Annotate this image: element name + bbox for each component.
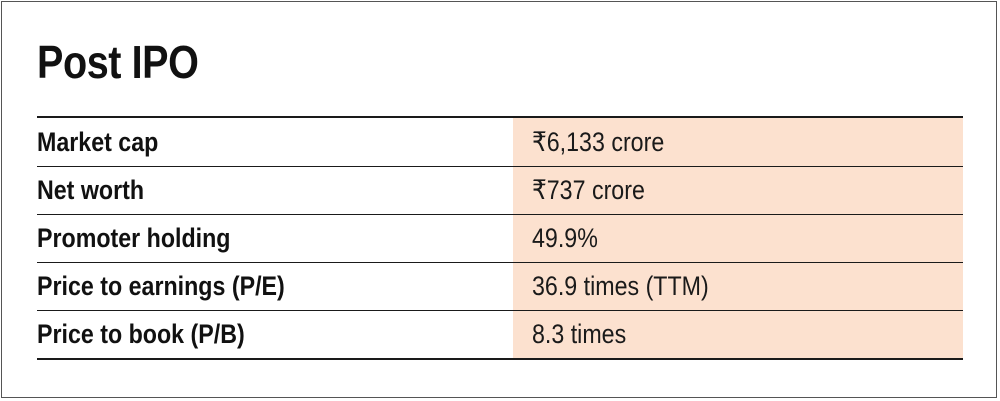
row-label: Price to earnings (P/E) xyxy=(37,271,285,301)
row-label: Price to book (P/B) xyxy=(37,319,245,349)
row-label: Promoter holding xyxy=(37,223,231,253)
row-label: Market cap xyxy=(37,126,159,157)
table-row-promoter-holding: Promoter holding 49.9% xyxy=(37,214,963,262)
table-row-price-to-earnings: Price to earnings (P/E) 36.9 times (TTM) xyxy=(37,262,963,310)
post-ipo-table: Market cap ₹6,133 crore Net worth ₹737 c… xyxy=(37,116,963,360)
row-value: 8.3 times xyxy=(513,311,963,358)
row-value: 36.9 times (TTM) xyxy=(513,263,963,310)
row-label: Net worth xyxy=(37,175,145,205)
table-title: Post IPO xyxy=(37,36,199,88)
row-value: ₹737 crore xyxy=(513,167,963,214)
table-row-market-cap: Market cap ₹6,133 crore xyxy=(37,118,963,166)
row-value: 49.9% xyxy=(513,215,963,262)
table-row-net-worth: Net worth ₹737 crore xyxy=(37,166,963,214)
table-row-price-to-book: Price to book (P/B) 8.3 times xyxy=(37,310,963,358)
row-value: ₹6,133 crore xyxy=(513,118,963,166)
